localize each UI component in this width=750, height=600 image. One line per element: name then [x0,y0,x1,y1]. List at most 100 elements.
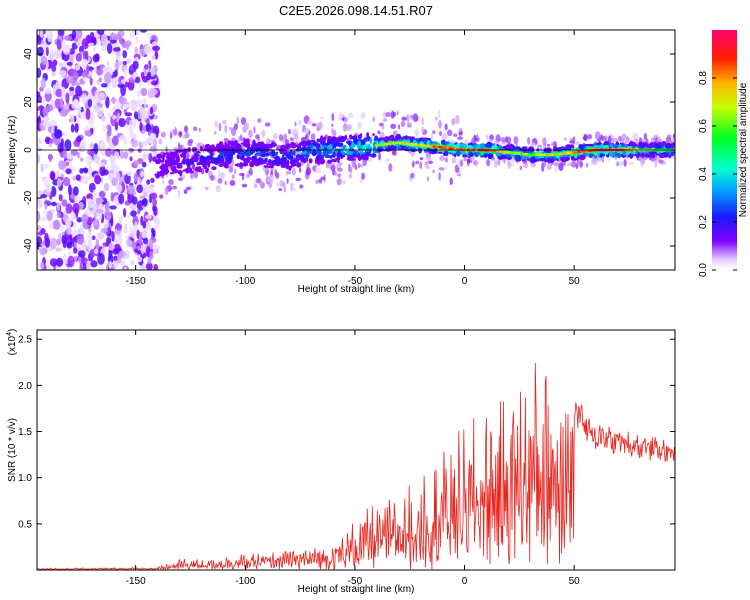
spectrogram-signal-blob [162,152,168,155]
spectrogram-noise-blob [48,153,53,163]
spectrogram-halo-blob [410,114,414,120]
spectrogram-noise-blob [142,221,147,229]
spectrogram-signal-blob [543,148,548,153]
spectrogram-noise-blob [40,216,47,222]
spectrogram-halo-blob [357,121,362,130]
spectrogram-noise-blob [69,86,75,91]
spectrogram-halo-blob [348,173,353,179]
spectrogram-halo-blob [198,127,201,132]
spectrogram-marks [37,30,675,270]
spectrogram-noise-blob [37,46,44,57]
spectrogram-noise-blob [56,202,61,212]
spectrogram-halo-blob [411,160,415,168]
snr-y-multiplier-exponent: 4 [6,332,13,336]
spectrogram-signal-blob [296,145,300,148]
snr-x-tick-label: 0 [462,576,468,587]
spectrogram-halo-blob [406,114,410,123]
spectrogram-halo-blob [305,132,309,141]
spectrogram-noise-blob [139,121,143,132]
spectrogram-halo-blob [585,162,589,168]
spectrogram-halo-blob [519,165,523,171]
spectrogram-halo-blob [268,174,275,184]
spectrogram-halo-blob [331,123,334,127]
spectrogram-halo-blob [463,157,468,162]
spectrogram-halo-blob [447,129,453,137]
spectrogram-noise-blob [107,112,112,119]
spectrogram-signal-blob [379,137,386,142]
spectrogram-signal-blob [615,153,619,156]
spectrogram-halo-blob [276,181,279,187]
spectrogram-signal-blob [333,148,339,153]
spectrogram-noise-blob [41,163,50,169]
spectrogram-halo-blob [667,134,672,138]
spectrogram-noise-blob [140,170,145,178]
spectrogram-signal-blob [227,152,230,158]
spectrogram-halo-blob [288,128,291,135]
spectrogram-halo-blob [527,136,531,145]
spectrogram-halo-blob [193,126,198,132]
spectrogram-noise-blob [70,123,75,133]
spectrogram-halo-blob [228,164,234,173]
spectrogram-halo-blob [454,115,460,125]
snr-x-label: Height of straight line (km) [298,584,415,595]
spectrogram-noise-blob [124,173,131,185]
spectrogram-halo-blob [253,126,256,134]
spectrogram-halo-blob [241,183,248,188]
spectrogram-signal-blob [260,153,266,158]
spectrogram-noise-blob [61,39,66,52]
spectrogram-halo-blob [654,159,658,168]
spectrogram-halo-blob [439,130,442,137]
spectrogram-halo-blob [466,158,471,164]
snr-y-multiplier: (x104) [6,329,18,356]
spectrogram-noise-blob [87,165,93,177]
spectrogram-noise-blob [147,71,152,78]
spectrogram-signal-blob [665,152,669,158]
spectrogram-signal-blob [179,171,183,177]
spectrogram-signal-blob [351,158,356,161]
spectrogram-noise-blob [149,106,154,115]
spectrogram-signal-blob [349,134,353,138]
spectrogram-signal-blob [267,143,274,149]
spectrogram-signal-blob [371,154,375,158]
spectrogram-signal-blob [507,154,512,158]
spectrogram-signal-blob [212,166,217,170]
colorbar-tick-label: 0.8 [698,71,709,85]
spectrogram-halo-blob [338,112,343,122]
spectrogram-signal-blob [289,160,296,165]
spectrogram-noise-blob [118,250,126,258]
spectrogram-halo-blob [430,133,434,140]
spectrogram-signal-blob [286,159,290,165]
spectrogram-noise-blob [75,174,81,181]
spectrogram-noise-blob [124,250,131,260]
spectrogram-noise-blob [114,61,120,70]
spectrogram-signal-blob [256,141,263,147]
spectrogram-noise-blob [96,30,105,36]
spectrogram-signal-blob [336,152,342,156]
spectrogram-y-ticks: -40 -20 0 20 40 [23,48,675,253]
colorbar-tick-label: 0.4 [698,167,709,181]
spectrogram-halo-blob [640,160,644,168]
spectrogram-noise-blob [79,262,83,270]
spectrogram-noise-blob [37,262,40,269]
spectrogram-noise-blob [113,243,121,253]
spectrogram-noise-blob [149,239,154,250]
spectrogram-noise-blob [70,149,79,157]
spectrogram-signal-blob [670,143,675,147]
spectrogram-signal-blob [392,138,397,142]
spectrogram-signal-blob [666,143,672,150]
spectrogram-halo-blob [635,138,638,143]
spectrogram-noise-blob [61,199,68,207]
spectrogram-signal-blob [515,154,520,161]
spectrogram-halo-blob [406,122,412,128]
spectrogram-signal-blob [588,146,594,150]
spectrogram-noise-blob [129,32,134,39]
spectrogram-noise-blob [95,238,100,251]
spectrogram-signal-blob [207,155,213,159]
spectrogram-noise-blob [81,214,89,224]
spectrogram-signal-blob [274,156,281,161]
spectrogram-halo-blob [378,152,381,161]
spectrogram-signal-blob [374,135,378,141]
spectrogram-noise-blob [100,227,108,234]
spectrogram-noise-blob [50,201,58,207]
